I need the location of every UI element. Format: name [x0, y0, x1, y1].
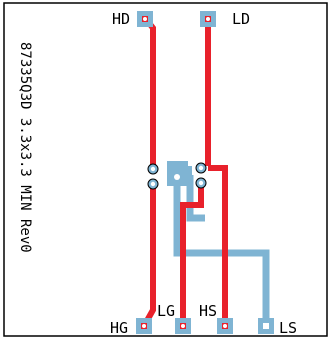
trace-lg [180, 183, 204, 326]
label-lg: LG [157, 302, 175, 320]
trace-hs-bottom [186, 175, 205, 222]
pad-hd [137, 11, 153, 27]
label-ls: LS [279, 319, 297, 337]
label-hd: HD [112, 10, 130, 28]
component-tab [184, 166, 192, 182]
pad-hg [136, 318, 152, 334]
component-vias [147, 162, 207, 190]
board-label: 87335Q3D 3.3x3.3 MIN Rev0 [17, 42, 33, 253]
via-lg-drill [198, 180, 204, 186]
trace-hg [141, 184, 156, 328]
board-outline [3, 2, 328, 337]
via-hg-drill [150, 181, 156, 187]
pad-ls [258, 318, 274, 334]
trace-ls [173, 177, 270, 326]
component-body [167, 161, 188, 186]
trace-hd [142, 16, 156, 166]
label-hg: HG [110, 319, 128, 337]
pad-lg [175, 318, 191, 334]
via-ld-drill [198, 165, 204, 171]
bottom-layer-traces [173, 175, 270, 326]
pad-ld [200, 11, 216, 27]
label-hs: HS [199, 302, 217, 320]
trace-hs [208, 165, 228, 326]
pad-hs [217, 318, 233, 334]
label-ld: LD [232, 10, 250, 28]
component-thermal-via [174, 174, 180, 180]
via-hd-drill [150, 166, 156, 172]
